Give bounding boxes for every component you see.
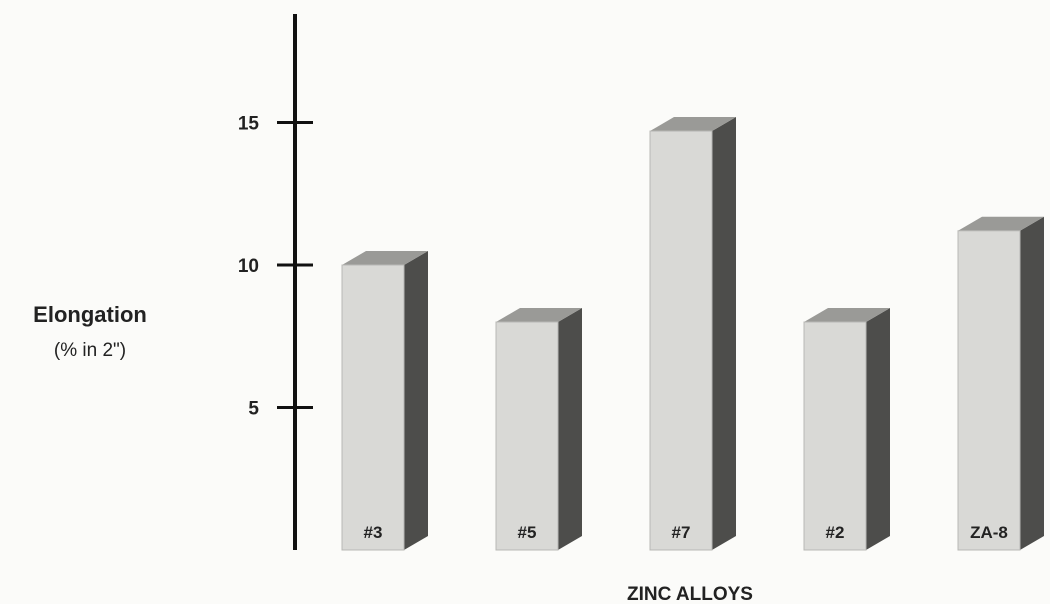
y-axis-unit: (% in 2") [54, 340, 126, 361]
bar-side [866, 308, 890, 550]
bar-top [804, 308, 890, 322]
bar-series: #3 #5 #7 #2 ZA-8 [341, 117, 1044, 551]
bar: ZA-8 [957, 216, 1044, 551]
y-tick-label: 10 [238, 256, 259, 277]
bar-category-label: #5 [518, 523, 537, 542]
bar-category-label: #7 [672, 523, 691, 542]
y-tick-label: 15 [238, 114, 260, 135]
bar-front [341, 264, 405, 551]
bar-top [342, 251, 428, 265]
bar-side [712, 117, 736, 551]
bar-category-label: #3 [364, 523, 383, 542]
x-axis-title: ZINC ALLOYS [627, 584, 753, 604]
bar-top [650, 117, 736, 132]
bar-category-label: ZA-8 [970, 523, 1008, 542]
bar-top [958, 216, 1044, 231]
y-axis-title: Elongation [33, 302, 147, 327]
bar: #7 [649, 117, 736, 551]
bar-front [495, 321, 559, 551]
bar: #2 [803, 308, 890, 551]
bar-side [558, 308, 582, 550]
bar-category-label: #2 [826, 523, 845, 542]
bar-front [957, 230, 1021, 551]
bar: #3 [341, 251, 428, 551]
bar-side [1020, 216, 1044, 551]
y-axis-ticks: 5 10 15 [238, 114, 313, 420]
bar: #5 [495, 308, 582, 551]
y-tick-label: 5 [248, 399, 259, 420]
bar-front [803, 321, 867, 551]
bar-front [649, 130, 713, 551]
bar-side [404, 251, 428, 550]
bar-top [496, 308, 582, 322]
